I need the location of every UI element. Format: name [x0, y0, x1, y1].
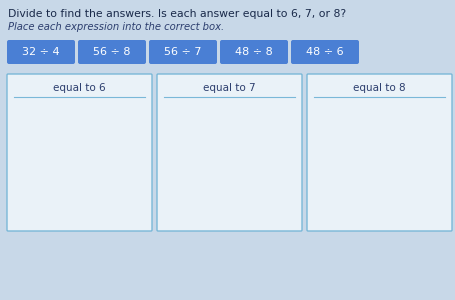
- Text: Divide to find the answers. Is each answer equal to 6, 7, or 8?: Divide to find the answers. Is each answ…: [8, 9, 346, 19]
- FancyBboxPatch shape: [307, 74, 452, 231]
- Text: 32 ÷ 4: 32 ÷ 4: [22, 47, 60, 57]
- Text: equal to 7: equal to 7: [203, 83, 256, 93]
- Text: 48 ÷ 8: 48 ÷ 8: [235, 47, 273, 57]
- FancyBboxPatch shape: [7, 40, 75, 64]
- FancyBboxPatch shape: [220, 40, 288, 64]
- Text: equal to 6: equal to 6: [53, 83, 106, 93]
- Text: 56 ÷ 7: 56 ÷ 7: [164, 47, 202, 57]
- Text: 48 ÷ 6: 48 ÷ 6: [306, 47, 344, 57]
- FancyBboxPatch shape: [149, 40, 217, 64]
- Text: equal to 8: equal to 8: [353, 83, 406, 93]
- FancyBboxPatch shape: [291, 40, 359, 64]
- Text: 56 ÷ 8: 56 ÷ 8: [93, 47, 131, 57]
- Text: Place each expression into the correct box.: Place each expression into the correct b…: [8, 22, 224, 32]
- FancyBboxPatch shape: [7, 74, 152, 231]
- FancyBboxPatch shape: [78, 40, 146, 64]
- FancyBboxPatch shape: [157, 74, 302, 231]
